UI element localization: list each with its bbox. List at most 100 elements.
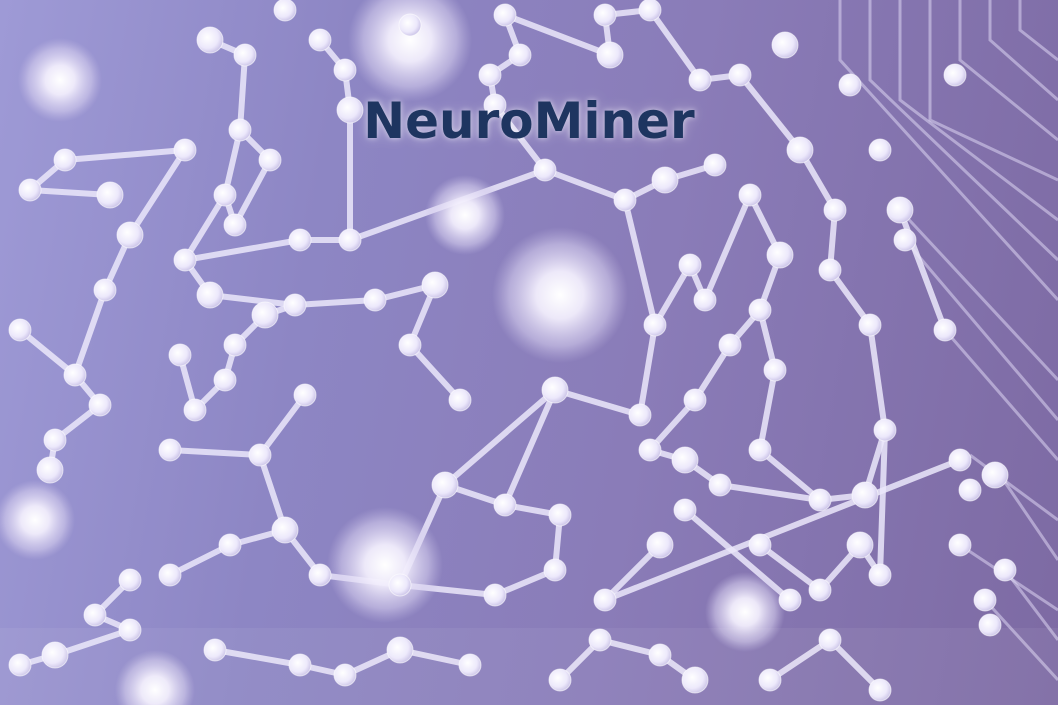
- network-node: [808, 488, 832, 512]
- network-node: [386, 636, 414, 664]
- network-node: [173, 248, 197, 272]
- network-node: [83, 603, 107, 627]
- network-node: [738, 183, 762, 207]
- network-node: [223, 213, 247, 237]
- network-node: [771, 31, 799, 59]
- network-node: [293, 383, 317, 407]
- glowing-hub: [492, 227, 628, 363]
- network-node: [671, 446, 699, 474]
- network-node: [868, 678, 892, 702]
- network-node: [338, 228, 362, 252]
- network-node: [483, 93, 507, 117]
- network-node: [333, 663, 357, 687]
- network-node: [818, 258, 842, 282]
- network-node: [41, 641, 69, 669]
- network-node: [681, 666, 709, 694]
- network-node: [858, 313, 882, 337]
- network-node: [748, 298, 772, 322]
- network-node: [448, 388, 472, 412]
- network-node: [173, 138, 197, 162]
- network-node: [478, 63, 502, 87]
- network-node: [823, 198, 847, 222]
- network-node: [993, 558, 1017, 582]
- network-node: [541, 376, 569, 404]
- network-node: [868, 138, 892, 162]
- network-node: [248, 443, 272, 467]
- network-node: [283, 293, 307, 317]
- network-node: [868, 563, 892, 587]
- network-node: [593, 3, 617, 27]
- network-node: [778, 588, 802, 612]
- network-node: [118, 618, 142, 642]
- network-node: [63, 363, 87, 387]
- network-node: [596, 41, 624, 69]
- network-node: [648, 643, 672, 667]
- network-node: [593, 588, 617, 612]
- glowing-hub: [705, 572, 785, 652]
- network-node: [258, 148, 282, 172]
- network-node: [308, 28, 332, 52]
- network-node: [728, 63, 752, 87]
- glowing-hub: [0, 480, 75, 560]
- network-node: [36, 456, 64, 484]
- glowing-hub: [18, 38, 102, 122]
- network-node: [651, 166, 679, 194]
- network-node: [893, 228, 917, 252]
- network-node: [273, 0, 297, 22]
- network-node: [846, 531, 874, 559]
- network-node: [638, 438, 662, 462]
- network-node: [308, 563, 332, 587]
- network-node: [88, 393, 112, 417]
- network-node: [431, 471, 459, 499]
- network-node: [288, 653, 312, 677]
- network-node: [688, 68, 712, 92]
- network-node: [43, 428, 67, 452]
- network-node: [548, 503, 572, 527]
- network-node: [786, 136, 814, 164]
- network-node: [213, 183, 237, 207]
- network-node: [763, 358, 787, 382]
- network-node: [683, 388, 707, 412]
- network-node: [886, 196, 914, 224]
- network-node: [458, 653, 482, 677]
- network-node: [978, 613, 1002, 637]
- network-node: [508, 43, 532, 67]
- network-node: [213, 368, 237, 392]
- network-node: [933, 318, 957, 342]
- network-node: [493, 493, 517, 517]
- network-node: [643, 313, 667, 337]
- network-node: [493, 3, 517, 27]
- network-node: [483, 583, 507, 607]
- network-node: [973, 588, 997, 612]
- network-node: [168, 343, 192, 367]
- network-node: [398, 333, 422, 357]
- network-node: [116, 221, 144, 249]
- network-node: [638, 0, 662, 22]
- network-node: [203, 638, 227, 662]
- network-node: [548, 668, 572, 692]
- network-nodes: [8, 0, 1017, 702]
- network-node: [693, 288, 717, 312]
- network-node: [196, 281, 224, 309]
- glowing-hubs: [0, 0, 785, 705]
- network-node: [943, 63, 967, 87]
- network-node: [18, 178, 42, 202]
- network-node: [748, 533, 772, 557]
- network-node: [251, 301, 279, 329]
- network-node: [158, 563, 182, 587]
- app-title: NeuroMiner: [363, 92, 695, 150]
- network-node: [336, 96, 364, 124]
- network-node: [8, 653, 32, 677]
- network-node: [873, 418, 897, 442]
- network-node: [948, 533, 972, 557]
- network-node: [748, 438, 772, 462]
- network-node: [388, 573, 412, 597]
- network-node: [838, 73, 862, 97]
- network-node: [678, 253, 702, 277]
- network-node: [118, 568, 142, 592]
- network-node: [818, 628, 842, 652]
- network-node: [53, 148, 77, 172]
- network-node: [288, 228, 312, 252]
